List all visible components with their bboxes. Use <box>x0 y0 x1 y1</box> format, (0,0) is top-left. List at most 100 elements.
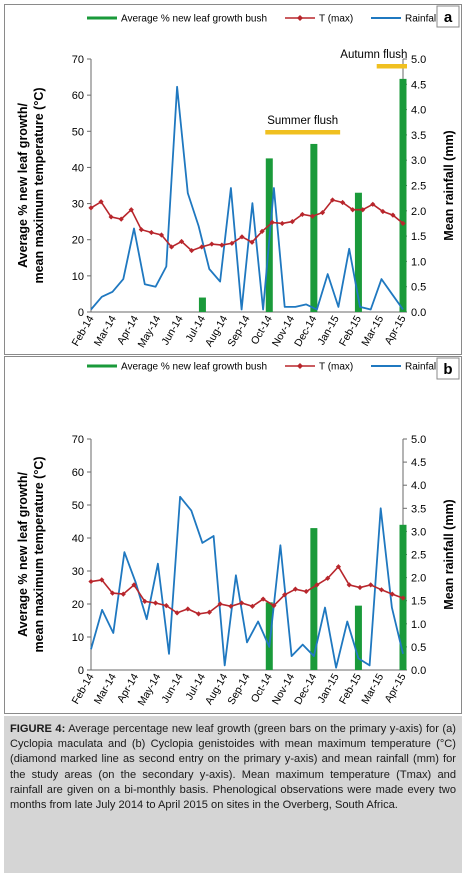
chart-a-tmax-point <box>189 247 195 254</box>
chart-a-ytick-left-label: 40 <box>72 162 84 174</box>
chart-a-tmax-point <box>219 242 225 248</box>
chart-a-bar <box>399 78 407 312</box>
chart-b-ytick-right-label: 2.0 <box>411 573 426 585</box>
chart-a-ytick-right-label: 5.0 <box>411 54 426 66</box>
chart-b-ytick-left-label: 50 <box>72 500 84 512</box>
chart-b-xtick-label: Apr-15 <box>382 671 408 704</box>
chart-b-tmax-point <box>335 564 342 570</box>
chart-a-tmax-point <box>249 239 255 245</box>
chart-a-ylabel-left-line1: Average % new leaf growth/ <box>16 103 30 268</box>
chart-b-ylabel-left-line2: mean maximum temperature (°C) <box>32 456 46 652</box>
chart-b-tmax-point <box>142 598 148 604</box>
chart-b-svg: Average % new leaf growth bush T (max) Rai… <box>16 357 460 727</box>
chart-a-ylabel-left-line2: mean maximum temperature (°C) <box>32 87 46 283</box>
chart-a-ytick-right-label: 4.0 <box>411 105 426 117</box>
chart-a-tmax-point <box>108 214 114 220</box>
chart-b-ytick-right-label: 3.0 <box>411 526 426 538</box>
chart-a-ytick-right-label: 3.5 <box>411 130 426 142</box>
chart-b-tmax-point <box>368 582 374 588</box>
chart-b-ytick-right-label: 3.5 <box>411 503 426 515</box>
chart-b-tmax-point <box>400 595 406 601</box>
chart-a-flush-label: Autumn flush <box>340 49 407 61</box>
chart-a-ytick-left-label: 10 <box>72 271 84 283</box>
chart-a-tmax-point <box>138 226 144 233</box>
chart-b-bar <box>310 528 318 670</box>
chart-b-tmax-point <box>378 587 385 593</box>
chart-b-xtick-label: Mar-14 <box>92 671 119 706</box>
chart-a-legend-rain-label: Rainfall <box>405 14 438 25</box>
chart-a-tmax-point <box>209 241 215 247</box>
chart-b-ytick-right-label: 1.5 <box>411 596 426 608</box>
chart-b-tmax-point <box>260 596 266 602</box>
chart-b-ytick-right-label: 2.5 <box>411 550 426 562</box>
chart-a-tmax-point <box>400 220 406 227</box>
chart-b-xtick-label: Sep-14 <box>225 671 252 706</box>
chart-a-tmax-point <box>128 207 134 213</box>
chart-a-tmax-point <box>370 201 376 207</box>
chart-a-tmax-point <box>168 244 175 250</box>
chart-a-flush-bar <box>265 130 341 135</box>
caption-label: FIGURE 4: <box>10 723 66 735</box>
chart-b-ytick-right-label: 4.5 <box>411 457 426 469</box>
chart-b-tmax-point <box>185 606 191 612</box>
chart-b-ytick-left-label: 0 <box>78 665 84 677</box>
chart-a-ytick-right-label: 2.5 <box>411 181 426 193</box>
chart-a-tmax-point <box>239 234 245 240</box>
chart-b-legend-bars-label: Average % new leaf growth bush <box>121 362 267 373</box>
caption-text: Average percentage new leaf growth (gree… <box>10 723 456 812</box>
chart-a-tmax-point <box>279 220 285 227</box>
chart-b-ytick-right-label: 0.5 <box>411 642 426 654</box>
chart-b-bar <box>265 602 273 670</box>
chart-b-ytick-left-label: 10 <box>72 632 84 644</box>
chart-b-legend-temp-label: T (max) <box>319 362 353 373</box>
chart-a-ytick-right-label: 3.0 <box>411 155 426 167</box>
chart-b-tmax-point <box>357 584 363 591</box>
chart-a-tmax-point <box>390 212 396 218</box>
chart-a-tmax-point <box>269 219 275 225</box>
chart-b-legend-rain-label: Rainfall <box>405 362 438 373</box>
chart-a-tmax-point <box>340 199 346 206</box>
chart-a-xtick-label: Sep-14 <box>225 313 252 348</box>
chart-a-xtick-label: Mar-15 <box>359 313 386 348</box>
chart-b-ylabel-left-line1: Average % new leaf growth/ <box>16 472 30 637</box>
chart-b-panel-label: b <box>443 361 452 378</box>
chart-a-ylabel-right: Mean rainfall (mm) <box>442 130 456 240</box>
chart-b-tmax-point <box>325 575 331 581</box>
chart-b-xtick-label: Mar-15 <box>359 671 386 706</box>
chart-a-xtick-label: Apr-15 <box>382 313 408 346</box>
chart-a-tmax-point <box>178 238 185 245</box>
chart-a-ytick-right-label: 1.5 <box>411 231 426 243</box>
chart-a-rainfall-line <box>90 85 404 311</box>
chart-a-bar <box>354 192 362 312</box>
chart-a-xtick-label: Dec-14 <box>292 313 319 348</box>
chart-a-xtick-label: Mar-14 <box>92 313 119 348</box>
chart-b-legend-temp-marker <box>297 363 303 369</box>
chart-a-ytick-right-label: 2.0 <box>411 206 426 218</box>
chart-a-ytick-left-label: 50 <box>72 126 84 138</box>
chart-b-tmax-point <box>88 578 94 585</box>
chart-b-ytick-left-label: 40 <box>72 533 84 545</box>
chart-b-xtick-label: Jun-14 <box>159 671 186 705</box>
chart-b-ytick-left-label: 20 <box>72 599 84 611</box>
chart-b-ytick-left-label: 30 <box>72 566 84 578</box>
chart-a-tmax-point <box>88 205 94 211</box>
chart-a-ytick-left-label: 30 <box>72 199 84 211</box>
chart-b-tmax-point <box>282 592 288 598</box>
chart-a-flush-label: Summer flush <box>267 115 338 127</box>
chart-a-xtick-label: Jun-14 <box>159 313 186 347</box>
chart-a-tmax-point <box>350 207 356 213</box>
chart-a-tmax-point <box>118 216 124 222</box>
chart-a-ytick-right-label: 0.0 <box>411 307 426 319</box>
chart-a-bar <box>310 143 318 312</box>
chart-a-tmax-point <box>380 208 386 215</box>
chart-a-legend-temp-label: T (max) <box>319 14 353 25</box>
chart-a-ytick-right-label: 4.5 <box>411 79 426 91</box>
chart-a-panel-label-box <box>436 5 460 28</box>
chart-a-tmax-point <box>299 211 305 218</box>
chart-a-legend-bars-label: Average % new leaf growth bush <box>121 14 267 25</box>
chart-b-tmax-point <box>120 591 126 597</box>
chart-panel-b: Average % new leaf growth bush T (max) Rai… <box>4 356 462 727</box>
chart-a-panel-label: a <box>444 9 453 26</box>
chart-b-xlabel: Sampling month <box>196 712 298 713</box>
figure-caption: FIGURE 4: Average percentage new leaf gr… <box>4 716 462 873</box>
